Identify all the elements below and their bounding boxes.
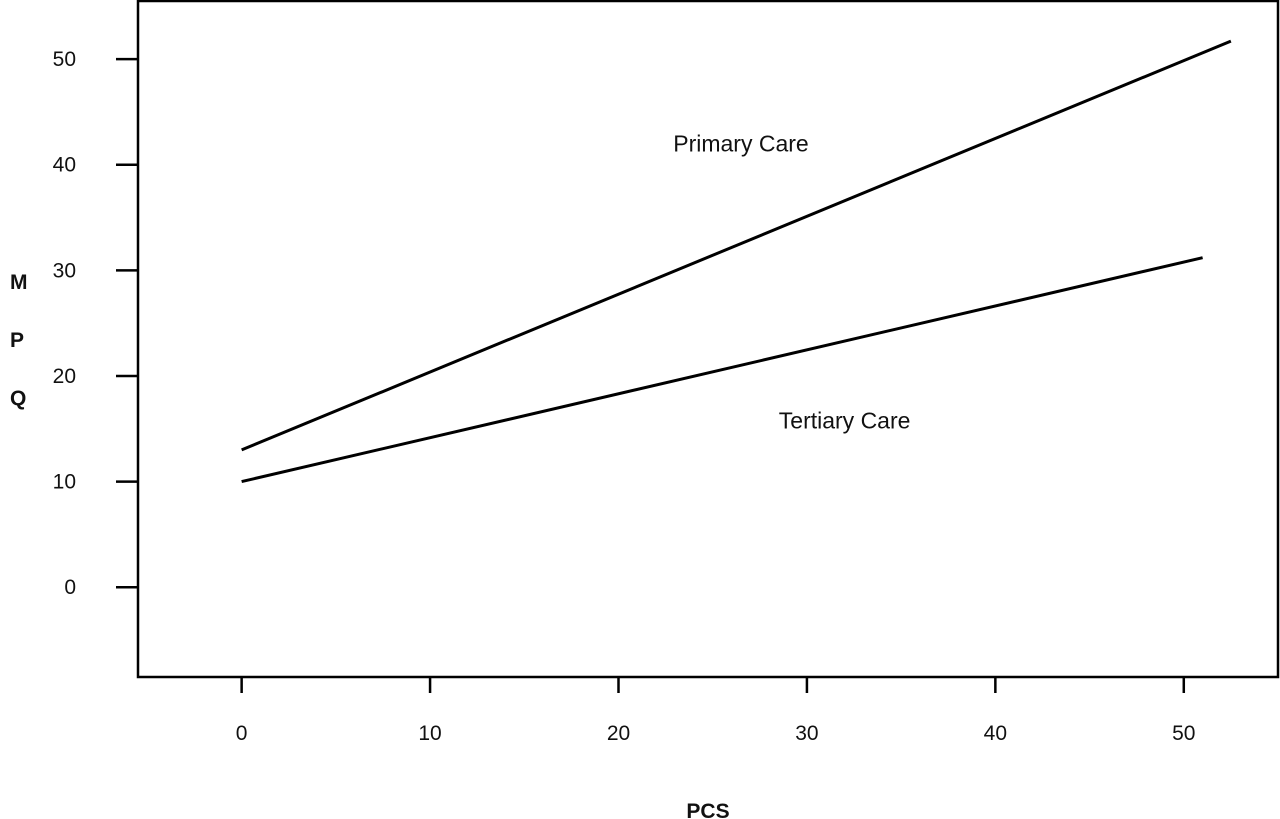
y-axis-title-letter: Q <box>10 387 26 410</box>
y-tick-label: 30 <box>53 259 76 282</box>
y-axis-title-letter: P <box>10 329 24 352</box>
x-axis-title: PCS <box>686 800 729 819</box>
series-line-tertiary-care <box>241 256 1203 484</box>
series-label: Tertiary Care <box>779 407 911 433</box>
series-label: Primary Care <box>673 131 808 157</box>
y-axis-title-letter: M <box>10 271 28 294</box>
x-tick-label: 30 <box>795 722 818 745</box>
y-tick-label: 50 <box>53 48 76 71</box>
y-axis-title: M P Q <box>10 271 28 410</box>
y-tick-label: 40 <box>53 154 76 177</box>
series-line-primary-care <box>241 39 1232 452</box>
y-tick-label: 0 <box>64 576 76 599</box>
x-tick-label: 50 <box>1172 722 1195 745</box>
y-axis-ticks: 0 10 20 30 40 50 <box>53 48 138 599</box>
x-axis-ticks: 0 10 20 30 40 50 <box>236 677 1195 745</box>
x-tick-label: 40 <box>984 722 1007 745</box>
x-tick-label: 0 <box>236 722 248 745</box>
x-tick-label: 10 <box>418 722 441 745</box>
plot-frame <box>136 0 1280 679</box>
y-tick-label: 10 <box>53 471 76 494</box>
series-lines <box>241 39 1232 484</box>
y-tick-label: 20 <box>53 365 76 388</box>
series-annotations: Primary Care Tertiary Care <box>673 131 910 434</box>
x-tick-label: 20 <box>607 722 630 745</box>
